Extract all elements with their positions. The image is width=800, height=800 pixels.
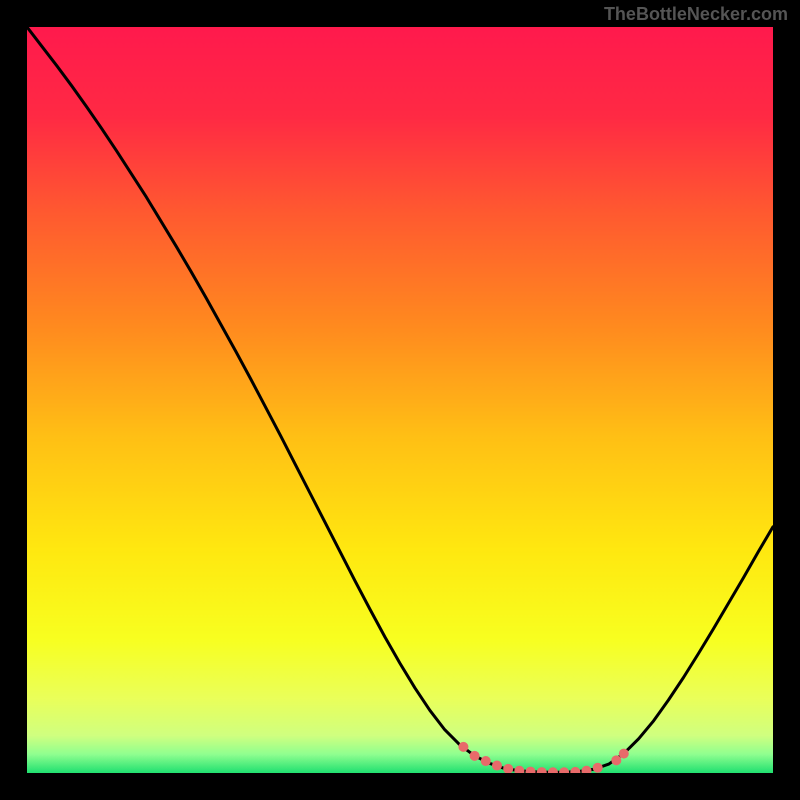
overlay-dot: [570, 767, 580, 773]
plot-area: [27, 27, 773, 773]
overlay-dot: [526, 767, 536, 773]
bottleneck-curve: [27, 27, 773, 772]
overlay-dot: [481, 756, 491, 766]
overlay-dot: [619, 749, 629, 759]
overlay-dot: [548, 767, 558, 773]
overlay-dot: [470, 751, 480, 761]
overlay-dot: [559, 767, 569, 773]
overlay-dot: [492, 761, 502, 771]
chart-curve-layer: [27, 27, 773, 773]
watermark-text: TheBottleNecker.com: [604, 4, 788, 25]
overlay-dot: [458, 742, 468, 752]
overlay-dot: [537, 767, 547, 773]
overlay-dot: [503, 764, 513, 773]
overlay-dot: [593, 763, 603, 773]
overlay-dot: [582, 766, 592, 773]
overlay-dot: [514, 766, 524, 773]
overlay-dot: [611, 755, 621, 765]
